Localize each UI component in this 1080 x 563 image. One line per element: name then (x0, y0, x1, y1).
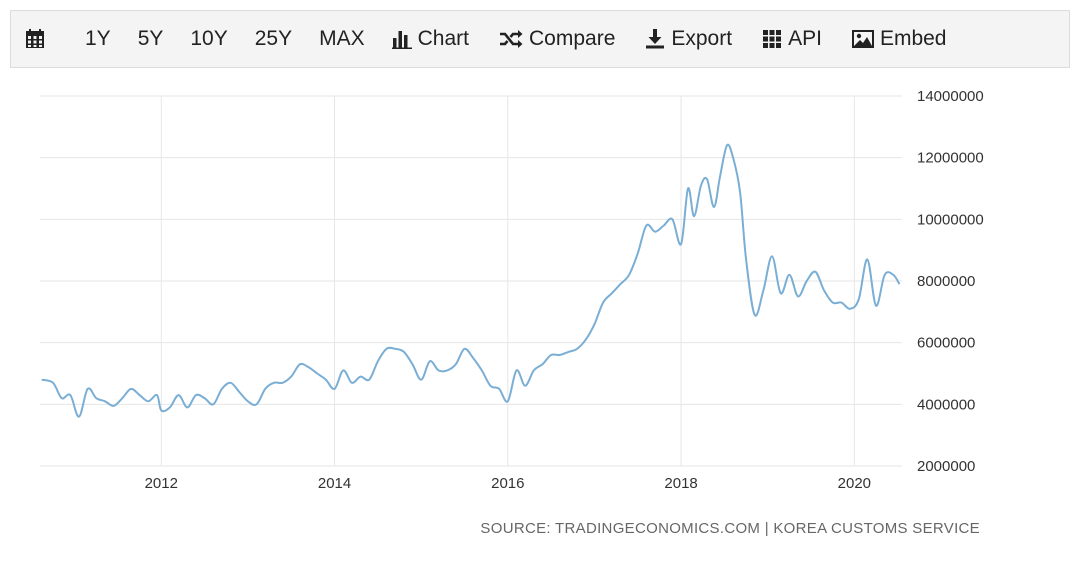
chart-button[interactable]: Chart (391, 27, 469, 51)
chart-toolbar: 1Y 5Y 10Y 25Y MAX Chart Compare Export (10, 10, 1070, 68)
range-5y-button[interactable]: 5Y (137, 27, 164, 50)
export-button-label: Export (671, 27, 733, 50)
y-tick-label: 2000000 (917, 458, 975, 475)
range-25y-button[interactable]: 25Y (254, 27, 293, 50)
download-icon (646, 29, 665, 49)
chart-button-label: Chart (417, 27, 469, 50)
x-tick-label: 2018 (664, 475, 697, 492)
x-tick-label: 2016 (491, 475, 524, 492)
x-tick-label: 2020 (838, 475, 871, 492)
calendar-icon[interactable] (25, 29, 51, 49)
range-1y-button[interactable]: 1Y (85, 27, 111, 50)
export-button[interactable]: Export (645, 27, 732, 51)
source-note: SOURCE: TRADINGECONOMICS.COM | KOREA CUS… (480, 520, 980, 537)
range-max-button[interactable]: MAX (319, 27, 365, 50)
embed-button[interactable]: Embed (851, 27, 947, 51)
y-tick-label: 4000000 (917, 396, 975, 413)
api-button[interactable]: API (762, 27, 822, 51)
x-tick-label: 2014 (318, 475, 351, 492)
image-icon (851, 30, 874, 48)
embed-button-label: Embed (879, 27, 947, 50)
compare-button[interactable]: Compare (499, 27, 615, 51)
grid-lines (40, 95, 902, 467)
y-tick-label: 14000000 (917, 88, 984, 105)
compare-button-label: Compare (529, 27, 616, 50)
series-line (41, 143, 901, 418)
y-tick-label: 8000000 (917, 273, 975, 290)
y-tick-label: 10000000 (917, 211, 984, 228)
line-chart: 2000000 4000000 6000000 8000000 10000000 1200… (40, 88, 984, 537)
y-axis: 2000000 4000000 6000000 8000000 10000000 1200… (917, 88, 984, 475)
series-layer (41, 143, 901, 418)
y-tick-label: 6000000 (917, 335, 975, 352)
x-tick-label: 2012 (145, 475, 178, 492)
y-tick-label: 12000000 (917, 150, 984, 167)
grid-icon (763, 30, 782, 48)
api-button-label: API (788, 27, 822, 50)
x-axis: 2012 2014 2016 2018 2020 (145, 475, 871, 492)
bar-chart-icon (391, 31, 412, 49)
shuffle-icon (500, 30, 523, 48)
range-10y-button[interactable]: 10Y (190, 27, 228, 50)
